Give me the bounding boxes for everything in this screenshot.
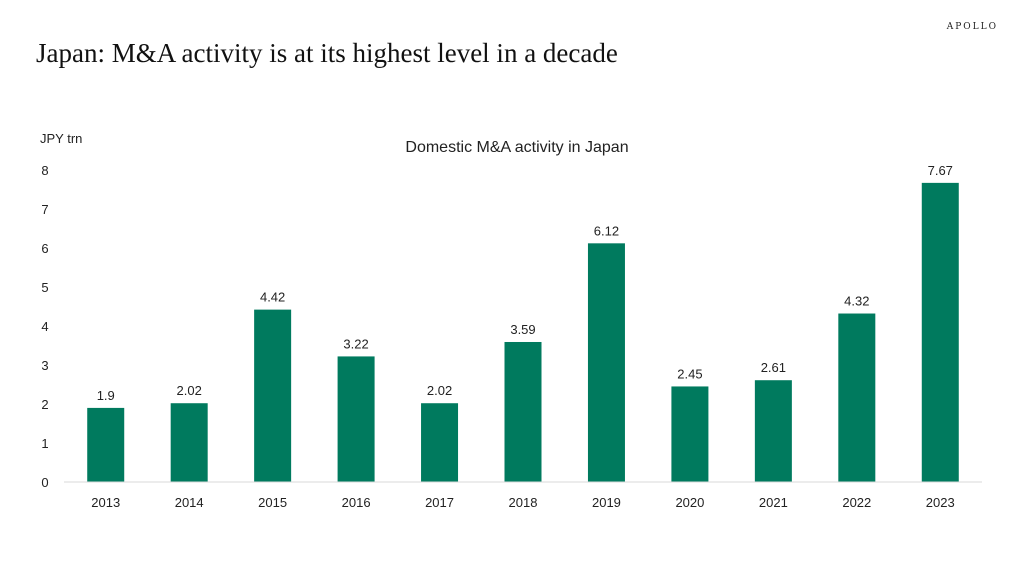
bar	[587, 243, 625, 482]
data-label: 4.42	[260, 290, 285, 305]
bar-series	[87, 182, 959, 482]
data-label: 6.12	[594, 223, 619, 238]
bar	[170, 403, 208, 482]
x-tick-label: 2022	[842, 495, 871, 510]
y-tick-label: 3	[41, 358, 48, 373]
bar	[337, 356, 375, 482]
y-tick-label: 6	[41, 241, 48, 256]
y-tick-label: 0	[41, 475, 48, 490]
data-label: 2.02	[427, 383, 452, 398]
x-tick-label: 2018	[509, 495, 538, 510]
y-tick-label: 2	[41, 397, 48, 412]
x-tick-label: 2013	[91, 495, 120, 510]
y-tick-label: 1	[41, 436, 48, 451]
page-title: Japan: M&A activity is at its highest le…	[36, 38, 618, 68]
y-tick-label: 8	[41, 163, 48, 178]
y-tick-label: 5	[41, 280, 48, 295]
x-tick-label: 2019	[592, 495, 621, 510]
data-labels: 1.9 2.02 4.42 3.22 2.02 3.59 6.12 2.45 2.61 4.32 7…	[97, 163, 953, 403]
x-tick-label: 2015	[258, 495, 287, 510]
data-label: 2.61	[761, 360, 786, 375]
x-tick-label: 2016	[342, 495, 371, 510]
x-tick-label: 2017	[425, 495, 454, 510]
data-label: 2.45	[677, 366, 702, 381]
y-axis-unit-label: JPY trn	[40, 131, 82, 146]
x-tick-label: 2020	[675, 495, 704, 510]
data-label: 3.59	[510, 322, 535, 337]
data-label: 1.9	[97, 388, 115, 403]
data-label: 4.32	[844, 294, 869, 309]
x-axis: 2013 2014 2015 2016 2017 2018 2019 2020 2021 2022…	[91, 495, 954, 510]
bar	[421, 403, 459, 482]
x-tick-label: 2014	[175, 495, 204, 510]
bar	[87, 407, 125, 482]
y-tick-label: 4	[41, 319, 48, 334]
x-tick-label: 2021	[759, 495, 788, 510]
data-label: 3.22	[343, 336, 368, 351]
bar	[921, 182, 959, 482]
y-tick-label: 7	[41, 202, 48, 217]
bar	[838, 313, 876, 482]
y-axis: 0 1 2 3 4 5 6 7 8	[41, 163, 48, 490]
bar	[754, 380, 792, 482]
bar	[504, 341, 542, 482]
brand-logo: APOLLO	[946, 22, 998, 32]
bar	[671, 386, 709, 482]
x-tick-label: 2023	[926, 495, 955, 510]
chart-title: Domestic M&A activity in Japan	[405, 139, 628, 156]
data-label: 7.67	[928, 163, 953, 178]
data-label: 2.02	[177, 383, 202, 398]
bar	[254, 309, 292, 482]
